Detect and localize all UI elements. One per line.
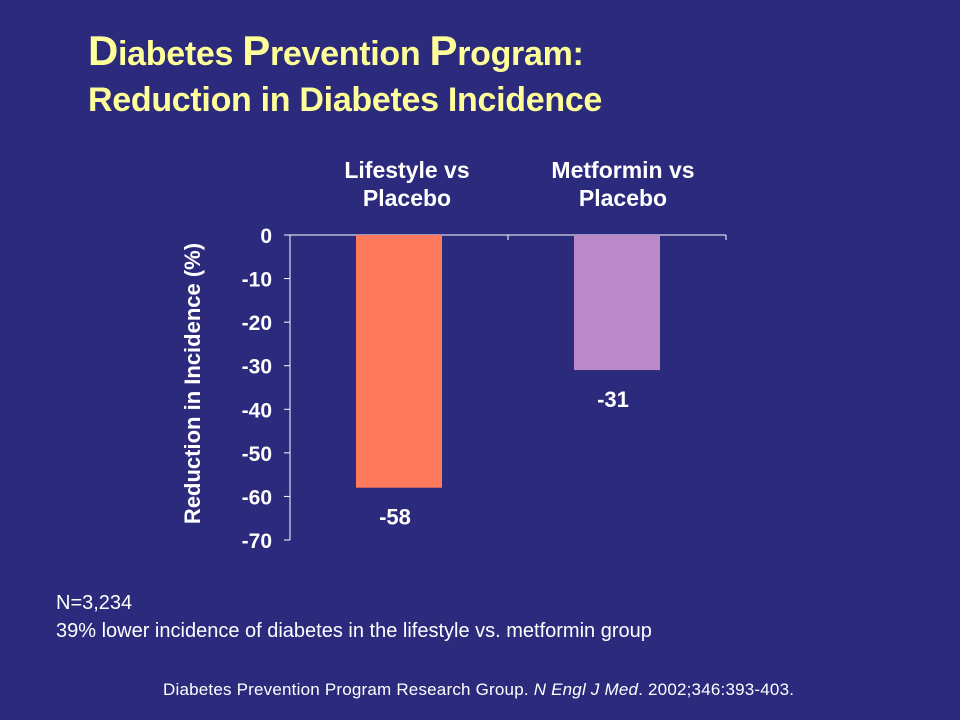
title-cap-2: P [242, 27, 270, 74]
y-tick-label: -20 [242, 312, 272, 335]
title-line-1: Diabetes Prevention Program: [88, 28, 602, 77]
y-tick-label: -60 [242, 486, 272, 509]
bar [574, 235, 660, 371]
slide-title: Diabetes Prevention Program: Reduction i… [88, 28, 602, 123]
finding-note: 39% lower incidence of diabetes in the l… [56, 620, 652, 642]
citation-journal: N Engl J Med [533, 680, 639, 699]
category-label-line: Metformin vs [551, 157, 695, 183]
data-label: -58 [379, 505, 411, 530]
title-word-1: iabetes [118, 35, 243, 73]
category-label-metformin: Metformin vs Placebo [513, 156, 733, 212]
data-label: -31 [597, 387, 629, 412]
y-tick-label: -50 [242, 443, 272, 466]
title-cap-1: D [88, 27, 119, 74]
title-cap-3: P [429, 27, 458, 74]
y-tick-label: 0 [260, 225, 272, 248]
title-word-3: rogram: [457, 35, 584, 73]
citation: Diabetes Prevention Program Research Gro… [163, 680, 794, 700]
y-axis-label: Reduction in Incidence (%) [180, 243, 205, 524]
category-label-line: Lifestyle vs [344, 157, 470, 183]
category-label-line: Placebo [362, 185, 452, 211]
citation-details: . 2002;346:393-403. [638, 680, 795, 699]
y-tick-label: -40 [242, 399, 272, 422]
y-tick-label: -70 [242, 530, 272, 553]
category-label-lifestyle: Lifestyle vs Placebo [297, 156, 517, 212]
y-tick-label: -10 [242, 269, 272, 292]
sample-size-note: N=3,234 [56, 592, 133, 614]
category-label-line: Placebo [578, 185, 668, 211]
title-line-2: Reduction in Diabetes Incidence [88, 81, 603, 119]
citation-authors: Diabetes Prevention Program Research Gro… [163, 680, 529, 699]
title-word-2: revention [269, 35, 430, 73]
bar [356, 235, 442, 488]
y-tick-label: -30 [242, 356, 272, 379]
